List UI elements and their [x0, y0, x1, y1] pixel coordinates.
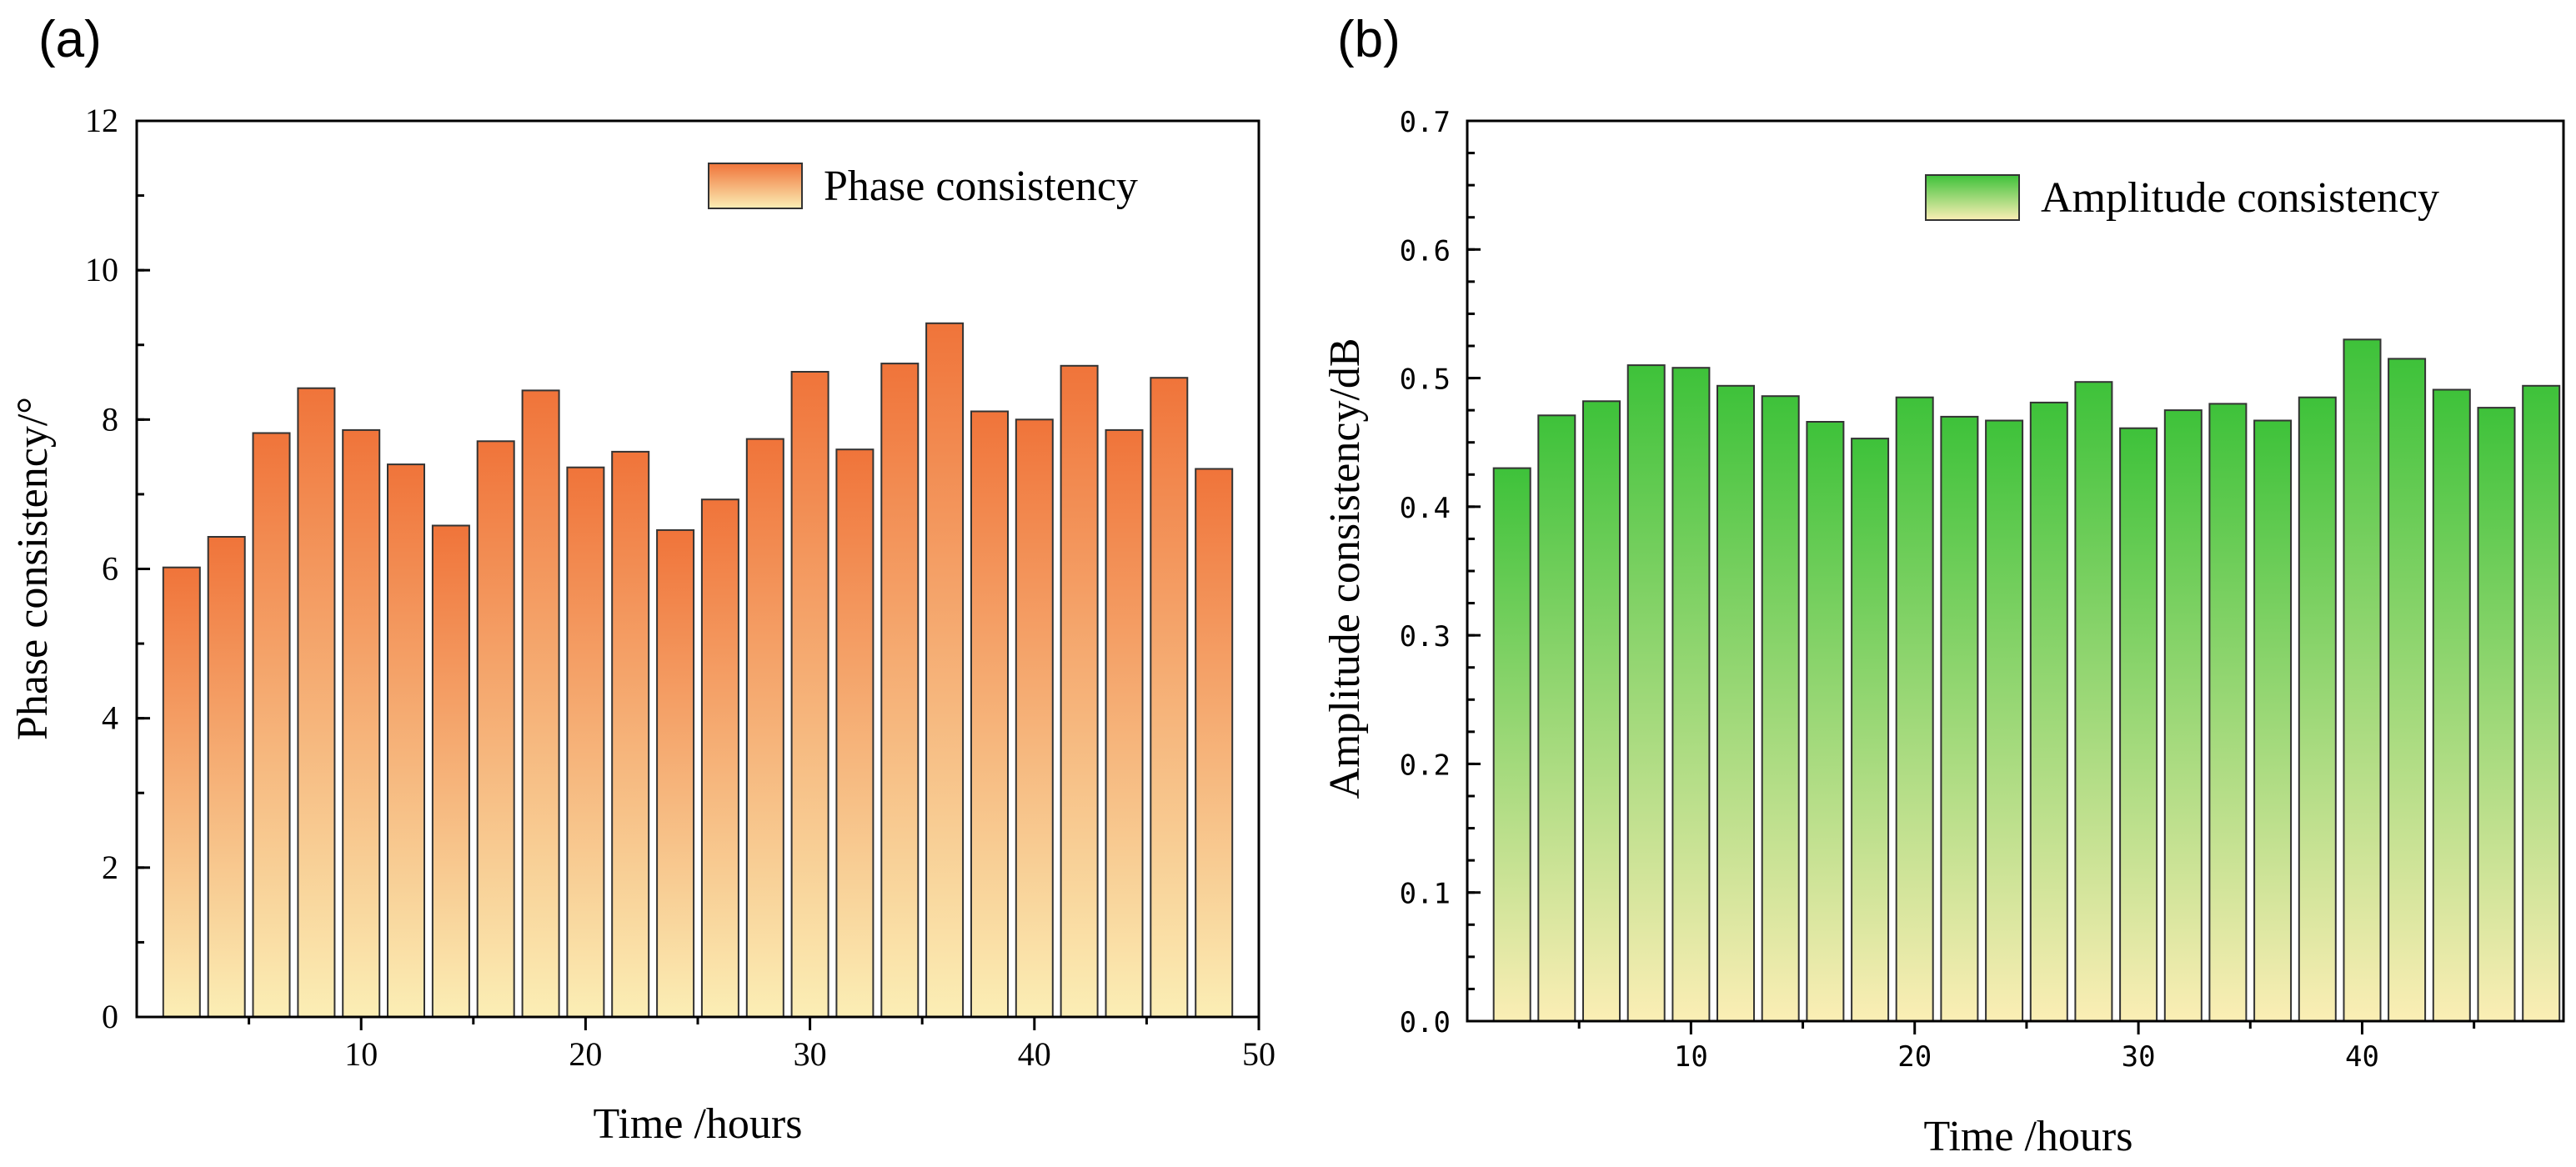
bar-a-44	[1105, 428, 1144, 1018]
bar-b-36	[2253, 419, 2293, 1022]
bar-a-28	[745, 438, 784, 1018]
plot-frame-a	[135, 119, 1260, 1019]
y-tick-label-a: 2	[102, 849, 118, 886]
x-tick-label-a: 30	[794, 1035, 827, 1073]
bar-b-14	[1761, 395, 1800, 1022]
y-tick-label-b: 0.4	[1400, 492, 1451, 525]
bar-a-34	[880, 363, 920, 1019]
x-tick-label-a: 40	[1018, 1035, 1051, 1073]
x-tick-label-b: 30	[2122, 1040, 2156, 1074]
bar-b-42	[2388, 358, 2427, 1022]
bar-b-16	[1806, 421, 1845, 1022]
y-tick-label-a: 10	[85, 251, 118, 288]
y-tick-label-a: 6	[102, 550, 118, 588]
legend-b: Amplitude consistency	[1925, 174, 2439, 222]
y-axis-title-a: Phase consistency/°	[9, 397, 57, 740]
x-tick-label-b: 40	[2345, 1040, 2379, 1074]
bar-b-2	[1492, 467, 1531, 1022]
y-axis-title-b: Amplitude consistency/dB	[1321, 338, 1369, 799]
bar-b-48	[2522, 384, 2561, 1022]
bar-a-4	[207, 536, 246, 1018]
bar-a-16	[476, 440, 515, 1018]
bar-a-38	[970, 410, 1009, 1018]
x-axis-title-a: Time /hours	[594, 1100, 803, 1148]
bar-a-12	[387, 463, 425, 1018]
bar-b-6	[1582, 400, 1621, 1022]
bar-b-12	[1716, 384, 1755, 1022]
x-tick-label-b: 10	[1674, 1040, 1708, 1074]
y-tick-label-b: 0.7	[1400, 106, 1451, 139]
x-axis-title-b: Time /hours	[1924, 1113, 2133, 1160]
y-tick-label-a: 12	[85, 102, 118, 139]
bar-b-46	[2477, 407, 2516, 1023]
bars-amplitude	[1492, 338, 2561, 1023]
legend-label-b: Amplitude consistency	[2041, 174, 2439, 222]
plot-frame-b	[1466, 119, 2565, 1023]
bar-a-48	[1195, 468, 1234, 1018]
y-tick-label-b: 0.0	[1400, 1006, 1451, 1039]
bar-b-38	[2298, 396, 2337, 1022]
bar-a-32	[835, 448, 875, 1018]
bar-a-10	[342, 428, 381, 1018]
legend-swatch-b	[1925, 174, 2020, 221]
bar-b-28	[2074, 381, 2113, 1022]
bar-b-8	[1626, 364, 1666, 1023]
bar-b-4	[1537, 414, 1576, 1022]
bar-b-40	[2343, 338, 2382, 1022]
bar-b-24	[1985, 419, 2024, 1022]
y-tick-label-b: 0.3	[1400, 620, 1451, 654]
bar-a-6	[252, 432, 291, 1018]
bar-a-2	[162, 566, 201, 1018]
x-tick-label-a: 10	[344, 1035, 378, 1073]
x-tick-label-a: 50	[1242, 1035, 1275, 1073]
bar-b-26	[2029, 401, 2068, 1022]
bar-b-10	[1671, 367, 1711, 1022]
y-tick-label-b: 0.6	[1400, 234, 1451, 268]
bar-b-18	[1851, 438, 1890, 1022]
bar-a-42	[1060, 364, 1099, 1018]
bar-b-32	[2163, 409, 2203, 1023]
bar-b-34	[2208, 403, 2248, 1022]
bar-b-22	[1940, 415, 1979, 1022]
x-tick-label-b: 20	[1897, 1040, 1932, 1074]
x-tick-label-a: 20	[569, 1035, 602, 1073]
y-tick-label-a: 0	[102, 998, 118, 1035]
bars-phase	[162, 322, 1234, 1019]
bar-a-36	[925, 322, 965, 1018]
legend-swatch-a	[708, 163, 803, 209]
bar-a-14	[431, 524, 470, 1018]
y-tick-label-a: 4	[102, 699, 118, 737]
bar-a-22	[611, 450, 650, 1018]
y-tick-label-b: 0.5	[1400, 363, 1451, 397]
legend-a: Phase consistency	[708, 163, 1138, 210]
chart-phase-consistency: (a) 0 2 4 6 8 10 12 10 20 30 40 50 Time /hours Phas…	[9, 11, 1275, 1148]
bar-a-40	[1015, 418, 1054, 1018]
y-tick-label-a: 8	[102, 400, 118, 438]
bar-a-8	[297, 387, 336, 1018]
bar-b-30	[2119, 427, 2158, 1022]
panel-label-a: (a)	[38, 11, 102, 68]
bar-a-20	[566, 466, 605, 1018]
bar-b-44	[2432, 388, 2471, 1022]
bar-a-26	[700, 498, 739, 1018]
bar-b-20	[1895, 396, 1934, 1022]
y-tick-label-b: 0.1	[1400, 878, 1451, 911]
bar-a-24	[656, 528, 695, 1018]
y-tick-label-b: 0.2	[1400, 749, 1451, 782]
chart-amplitude-consistency: (b) 0.0 0.1 0.2 0.3 0.4 0.5 0.6 0.7 10 20 30 40 Tim…	[1321, 11, 2565, 1160]
bar-a-30	[790, 371, 829, 1018]
bar-a-18	[521, 389, 560, 1018]
legend-label-a: Phase consistency	[824, 163, 1138, 210]
axis-ticks-a: 0 2 4 6 8 10 12 10 20 30 40 50	[85, 102, 1275, 1073]
bar-a-46	[1150, 377, 1189, 1018]
panel-label-b: (b)	[1337, 11, 1401, 68]
